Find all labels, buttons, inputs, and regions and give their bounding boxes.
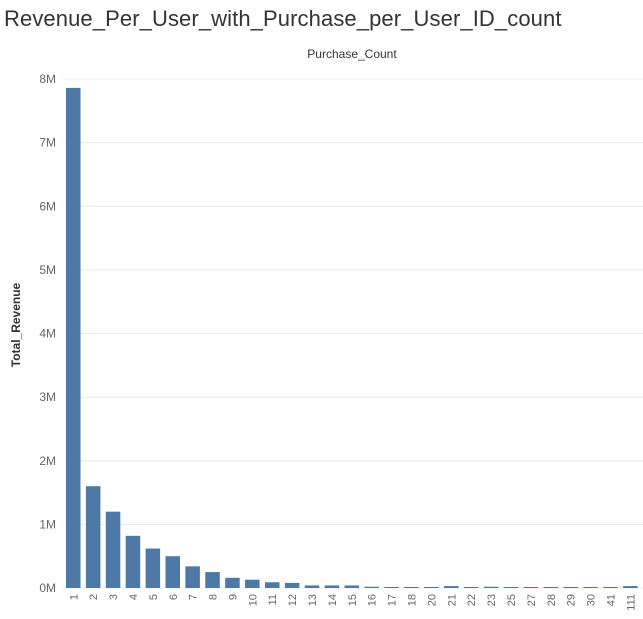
x-axis-ticks: 1 2 3 4 5 6 7 8 9 10 11 12 13 14 15 16 17 18 20 21 22 23 25 27 2… bbox=[68, 594, 637, 611]
bar-111[interactable] bbox=[623, 586, 638, 588]
x-tick-label: 11 bbox=[267, 594, 279, 605]
bar-17[interactable] bbox=[384, 587, 399, 588]
bar-14[interactable] bbox=[324, 585, 340, 588]
bars bbox=[66, 87, 638, 588]
bar-4[interactable] bbox=[125, 535, 141, 588]
x-tick-label: 41 bbox=[605, 594, 617, 606]
bar-9[interactable] bbox=[225, 577, 240, 588]
y-tick-label: 2M bbox=[39, 454, 56, 468]
x-tick-label: 16 bbox=[367, 594, 379, 606]
bar-15[interactable] bbox=[344, 585, 360, 588]
bar-28[interactable] bbox=[543, 587, 559, 588]
x-tick-label: 12 bbox=[287, 594, 299, 606]
x-tick-label: 17 bbox=[387, 594, 399, 606]
x-tick-label: 30 bbox=[586, 594, 598, 606]
x-tick-label: 14 bbox=[327, 594, 339, 606]
x-tick-label: 3 bbox=[108, 594, 120, 600]
x-tick-label: 28 bbox=[546, 594, 558, 606]
y-tick-label: 4M bbox=[39, 327, 56, 341]
bar-3[interactable] bbox=[105, 511, 121, 588]
x-tick-label: 20 bbox=[426, 594, 438, 606]
y-tick-label: 7M bbox=[39, 136, 56, 150]
x-tick-label: 1 bbox=[68, 594, 80, 600]
bar-25[interactable] bbox=[503, 587, 519, 588]
x-tick-label: 22 bbox=[466, 594, 478, 606]
bar-6[interactable] bbox=[165, 556, 180, 588]
bar-41[interactable] bbox=[603, 587, 618, 588]
x-tick-label: 27 bbox=[526, 594, 538, 606]
y-tick-label: 1M bbox=[39, 517, 56, 531]
x-tick-label: 18 bbox=[407, 594, 419, 606]
gridlines bbox=[63, 78, 643, 589]
bar-5[interactable] bbox=[145, 548, 161, 588]
x-tick-label: 8 bbox=[208, 594, 220, 600]
bar-1[interactable] bbox=[66, 87, 81, 588]
x-tick-label: 15 bbox=[347, 594, 359, 606]
x-tick-label: 25 bbox=[506, 594, 518, 606]
bar-29[interactable] bbox=[563, 587, 578, 588]
y-tick-label: 8M bbox=[39, 72, 56, 86]
bar-10[interactable] bbox=[245, 579, 260, 588]
x-tick-label: 13 bbox=[307, 594, 319, 606]
x-tick-label: 111 bbox=[625, 594, 637, 611]
bar-12[interactable] bbox=[284, 582, 300, 588]
y-tick-label: 6M bbox=[39, 199, 56, 213]
x-tick-label: 10 bbox=[247, 594, 259, 606]
y-axis-ticks: 0M 1M 2M 3M 4M 5M 6M 7M 8M bbox=[39, 72, 56, 595]
bar-18[interactable] bbox=[404, 587, 419, 588]
bar-22[interactable] bbox=[463, 587, 479, 588]
x-tick-label: 29 bbox=[566, 594, 578, 606]
bar-2[interactable] bbox=[85, 486, 101, 588]
y-tick-label: 0M bbox=[39, 581, 56, 595]
bar-13[interactable] bbox=[304, 585, 320, 588]
x-tick-label: 21 bbox=[446, 594, 458, 606]
y-tick-label: 3M bbox=[39, 390, 56, 404]
bar-7[interactable] bbox=[185, 566, 200, 588]
x-tick-label: 2 bbox=[88, 594, 100, 600]
x-tick-label: 9 bbox=[227, 594, 239, 600]
bar-11[interactable] bbox=[264, 582, 280, 588]
bar-23[interactable] bbox=[483, 586, 499, 588]
bar-20[interactable] bbox=[424, 587, 439, 588]
x-tick-label: 23 bbox=[486, 594, 498, 606]
bar-16[interactable] bbox=[364, 586, 379, 588]
x-tick-label: 5 bbox=[148, 594, 160, 600]
x-tick-label: 4 bbox=[128, 594, 140, 600]
bar-21[interactable] bbox=[444, 586, 459, 588]
chart-title: Revenue_Per_User_with_Purchase_per_User_… bbox=[4, 6, 562, 31]
y-tick-label: 5M bbox=[39, 263, 56, 277]
bar-8[interactable] bbox=[205, 572, 220, 588]
x-tick-label: 7 bbox=[188, 594, 200, 600]
y-axis-label: Total_Revenue bbox=[9, 282, 23, 367]
column-header: Purchase_Count bbox=[307, 47, 397, 61]
x-tick-label: 6 bbox=[168, 594, 180, 600]
bar-30[interactable] bbox=[583, 587, 598, 588]
bar-27[interactable] bbox=[523, 587, 539, 588]
